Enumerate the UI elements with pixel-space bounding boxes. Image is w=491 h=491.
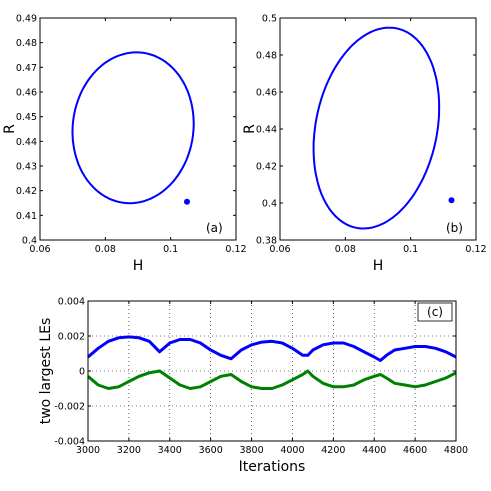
x-tick-label: 4200 bbox=[321, 445, 345, 456]
x-tick-label: 0.12 bbox=[225, 244, 246, 255]
x-tick-label: 0.1 bbox=[403, 244, 418, 255]
y-tick-label: 0.44 bbox=[16, 137, 37, 148]
x-tick-label: 4400 bbox=[362, 445, 386, 456]
x-tick-label: 0.06 bbox=[29, 244, 50, 255]
panel-label: (b) bbox=[446, 221, 463, 235]
y-tick-label: 0.49 bbox=[16, 14, 37, 25]
y-tick-label: 0.4 bbox=[262, 199, 277, 210]
x-tick-label: 0.08 bbox=[95, 244, 116, 255]
x-tick-label: 4800 bbox=[444, 445, 468, 456]
y-tick-label: 0.48 bbox=[256, 51, 277, 62]
y-tick-label: 0.42 bbox=[16, 186, 37, 197]
chart-panel-1: 0.06 0.08 0.1 0.12 0.4 0.41 0.42 0.43 0.44 0.45 0.… bbox=[2, 14, 247, 275]
x-axis-label: H bbox=[373, 258, 384, 274]
panel-label: (c) bbox=[427, 305, 443, 319]
plot-frame bbox=[279, 17, 477, 241]
y-tick-label: 0.46 bbox=[256, 88, 277, 99]
x-tick-label: 0.06 bbox=[269, 244, 290, 255]
x-tick-label: 3800 bbox=[239, 445, 263, 456]
x-tick-label: 4000 bbox=[280, 445, 304, 456]
y-tick-label: -0.002 bbox=[54, 402, 85, 413]
x-axis-label: Iterations bbox=[239, 459, 306, 475]
y-tick-label: 0.41 bbox=[16, 211, 37, 222]
x-tick-label: 0.1 bbox=[163, 244, 178, 255]
y-tick-label: 0.4 bbox=[22, 236, 37, 247]
x-tick-label: 3600 bbox=[199, 445, 223, 456]
y-tick-label: 0.46 bbox=[16, 88, 37, 99]
y-axis-label: R bbox=[2, 124, 18, 134]
y-tick-label: 0.44 bbox=[256, 125, 277, 136]
y-tick-label: -0.004 bbox=[54, 437, 85, 448]
y-axis-label: R bbox=[242, 124, 258, 134]
y-tick-label: 0.42 bbox=[256, 162, 277, 173]
x-tick-label: 3200 bbox=[117, 445, 141, 456]
chart-panel-2: 0.06 0.08 0.1 0.12 0.38 0.4 0.42 0.44 0.46 0.48 0.… bbox=[242, 14, 487, 275]
plot-frame bbox=[39, 17, 237, 241]
plot-frame bbox=[87, 300, 457, 442]
limit-cycle-curve bbox=[312, 26, 441, 230]
panel-label-box bbox=[417, 302, 453, 322]
chart-panel-3: 3000 3200 3400 3600 3800 4000 4200 4400 4600 4800… bbox=[38, 297, 468, 476]
y-tick-label: 0.5 bbox=[262, 14, 277, 25]
y-tick-label: 0.47 bbox=[16, 63, 37, 74]
series-line-2 bbox=[87, 369, 457, 390]
x-tick-label: 3000 bbox=[76, 445, 100, 456]
series-line-1 bbox=[87, 335, 457, 362]
y-tick-label: 0.48 bbox=[16, 38, 37, 49]
x-tick-label: 3400 bbox=[158, 445, 182, 456]
y-axis-label: two largest LEs bbox=[38, 318, 54, 425]
x-axis-label: H bbox=[133, 258, 144, 274]
marker-point bbox=[448, 197, 455, 204]
y-tick-label: 0 bbox=[79, 367, 85, 378]
panel-label: (a) bbox=[206, 221, 223, 235]
y-tick-label: 0.45 bbox=[16, 112, 37, 123]
y-tick-label: 0.43 bbox=[16, 162, 37, 173]
x-tick-label: 0.12 bbox=[465, 244, 486, 255]
y-tick-label: 0.004 bbox=[58, 297, 85, 308]
y-tick-label: 0.002 bbox=[58, 332, 85, 343]
x-tick-label: 0.08 bbox=[335, 244, 356, 255]
limit-cycle-curve bbox=[71, 51, 195, 205]
x-tick-label: 4600 bbox=[403, 445, 427, 456]
marker-point bbox=[184, 198, 190, 205]
y-tick-label: 0.38 bbox=[256, 236, 277, 247]
